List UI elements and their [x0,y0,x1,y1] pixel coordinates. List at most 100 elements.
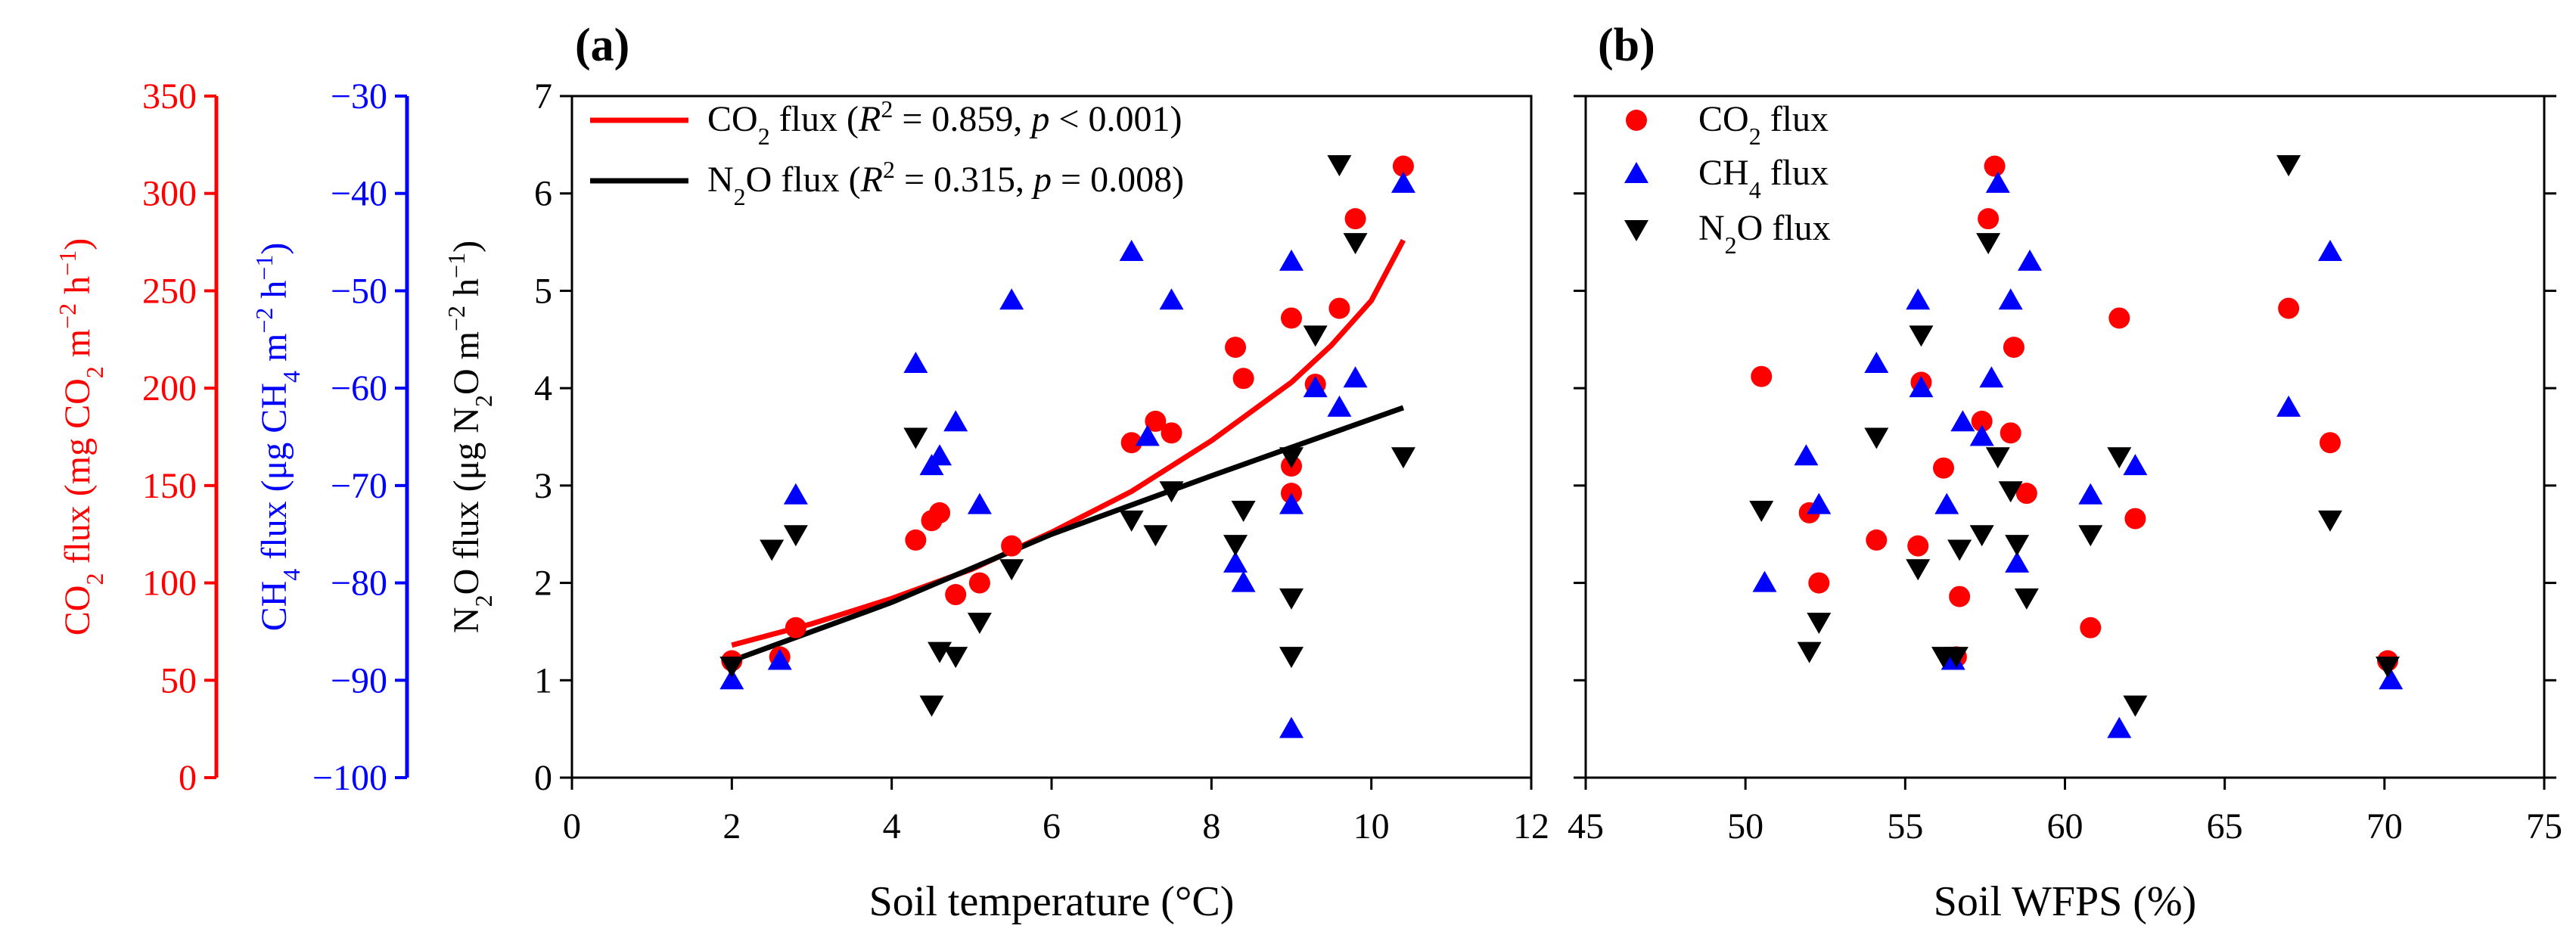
ch4-point-b [1950,410,1975,432]
n2o-point-a [1223,535,1248,557]
ch4-point-a [1223,551,1248,573]
ch4-tick-label: −90 [331,660,387,700]
ch4-point-b [1985,171,2010,193]
label-part: m [57,329,98,366]
plot-area-frame-b [1584,95,2546,779]
n2o-point-b [1944,647,1969,669]
label-part: 2 [81,573,108,585]
n2o-point-b [1864,427,1889,449]
n2o-point-a [967,613,992,635]
n2o-point-a [760,539,785,561]
ch4-point-b [1979,366,2004,388]
legend-co2-marker-b [1626,110,1647,131]
panel-label-b: (b) [1598,20,1655,71]
x-axis-label-b: Soil WFPS (%) [1934,878,2196,925]
n2o-point-b [1749,501,1774,523]
ch4-point-b [2078,483,2103,505]
label-part: flux ( [770,99,859,139]
n2o-point-a [1327,155,1352,177]
n2o-tick-label: 4 [534,368,552,408]
legend-ch4-text-b: CH4 flux [1698,153,1829,203]
ch4-point-a [999,288,1024,310]
n2o-point-b [2276,155,2301,177]
label-part: O m [446,331,486,395]
label-part: m [254,334,294,371]
label-part: CO [707,99,758,139]
panel-label-a: (a) [575,20,629,71]
ch4-tick-label: −40 [331,174,387,214]
n2o-tick-label: 6 [534,174,552,214]
co2-point-a [1225,337,1247,359]
label-part: flux [1761,153,1829,193]
ch4-point-b [1794,444,1819,466]
ch4-point-b [2379,668,2404,690]
n2o-point-b [1985,447,2010,469]
ch4-point-b [1864,351,1889,373]
n2o-point-b [2014,588,2039,610]
ch4-point-a [1279,492,1304,514]
ch4-point-a [783,483,808,505]
n2o-point-b [1947,539,1972,561]
label-part: 2 [470,395,497,407]
co2-tick-label: 200 [142,368,197,408]
co2-point-b [1978,208,2000,230]
co2-axis-label: CO2 flux (mg CO2 m−2 h−1) [54,238,108,635]
x-tick-label-a: 0 [563,806,581,846]
co2-point-a [1161,422,1182,444]
ch4-point-a [1391,171,1415,193]
fit-lines-layer [731,238,1406,663]
label-part: ) [254,243,294,255]
n2o-point-b [2107,447,2132,469]
co2-tick-label: 150 [142,466,197,506]
label-part: < 0.001) [1049,99,1182,139]
x-tick-label-b: 70 [2366,806,2403,846]
co2-point-a [905,529,927,551]
co2-point-a [929,502,951,523]
co2-point-a [1392,155,1414,177]
co2-point-b [1984,155,2006,177]
label-part: O flux (μg N [446,407,486,595]
label-part: CO [57,585,98,636]
label-part: h [446,278,486,306]
co2-point-b [1971,410,1993,432]
n2o-tick-label: 5 [534,271,552,311]
label-part: = 0.008) [1052,160,1184,200]
n2o-point-a [1343,233,1368,255]
ch4-tick-label: −80 [331,564,387,604]
co2-point-b [2000,422,2021,444]
n2o-point-a [783,525,808,547]
x-axis-label-a: Soil temperature (°C) [869,878,1235,925]
x-tick-label-a: 10 [1353,806,1390,846]
x-tick-label-a: 4 [883,806,901,846]
ch4-point-a [903,351,928,373]
co2-point-a [785,617,806,638]
ch4-axis-label: CH4 flux (μg CH4 m−2 h−1) [250,243,305,632]
n2o-tick-label: 2 [534,564,552,604]
label-part: = 0.859, [893,99,1031,139]
label-part: −2 [250,308,278,334]
ch4-point-a [1159,288,1184,310]
ch4-point-a [767,648,792,670]
co2-point-b [2320,432,2341,454]
ch4-point-a [1119,239,1144,261]
n2o-point-a [903,427,928,449]
legend-n2o-marker-b [1624,220,1648,241]
label-part: h [57,276,98,303]
legend-n2o-fit-text: N2O flux (R2 = 0.315, p = 0.008) [707,156,1184,210]
ch4-point-b [2276,395,2301,417]
label-part: CO [1698,99,1749,139]
n2o-point-b [1797,641,1822,663]
n2o-point-a [719,656,744,678]
label-part: ) [57,238,98,250]
n2o-point-b [1976,233,2001,255]
co2-point-b [1949,585,1971,607]
label-part: −1 [250,255,278,281]
co2-point-a [945,584,967,606]
co2-point-b [2108,307,2130,329]
n2o-tick-label: 3 [534,466,552,506]
co2-point-b [1866,529,1888,551]
n2o-point-a [919,695,944,717]
ch4-point-b [2107,716,2132,738]
ch4-point-a [928,444,952,466]
co2-point-a [1232,368,1254,390]
